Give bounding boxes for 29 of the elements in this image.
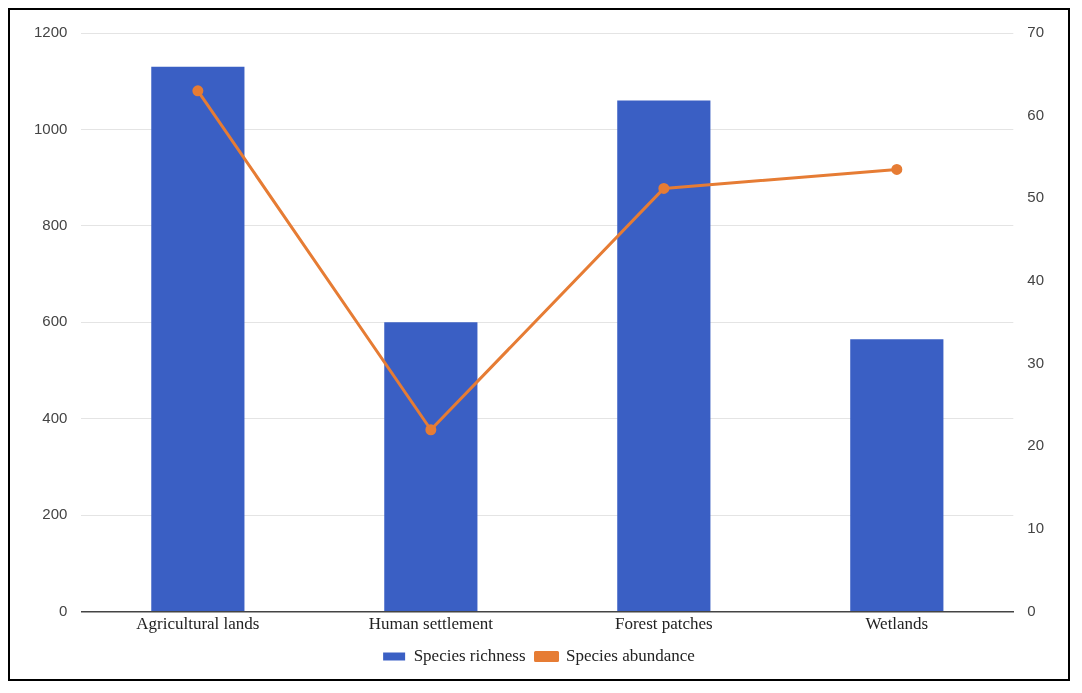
x-tick-label: Human settlement: [368, 614, 494, 634]
point: [891, 163, 903, 175]
y-tick-label: 1200: [33, 23, 68, 41]
point: [425, 424, 437, 436]
y-tick-label: 1000: [33, 119, 68, 137]
y2-tick-label: 40: [1027, 271, 1044, 289]
x-tick-label: Wetlands: [865, 614, 929, 634]
y2-tick-label: 30: [1027, 353, 1044, 371]
y2-tick-label: 50: [1027, 188, 1044, 206]
y-tick-label: 400: [42, 408, 68, 426]
y2-tick-label: 0: [1027, 601, 1036, 619]
y-tick-label: 200: [42, 505, 68, 523]
legend-label: Species abundance: [566, 645, 695, 665]
point: [192, 85, 204, 97]
bar: [384, 322, 478, 612]
point: [658, 182, 670, 194]
x-tick-label: Agricultural lands: [136, 614, 260, 634]
x-tick-label: Forest patches: [614, 614, 713, 634]
y2-tick-label: 70: [1027, 23, 1044, 41]
bar: [151, 66, 245, 612]
bar: [850, 339, 944, 612]
y-tick-label: 800: [42, 216, 68, 234]
y2-tick-label: 10: [1027, 519, 1044, 537]
y2-tick-label: 20: [1027, 436, 1044, 454]
y-tick-label: 0: [59, 601, 68, 619]
y-tick-label: 600: [42, 312, 68, 330]
bar: [617, 100, 711, 612]
legend-label: Species richness: [413, 645, 526, 665]
y2-tick-label: 60: [1027, 105, 1044, 123]
